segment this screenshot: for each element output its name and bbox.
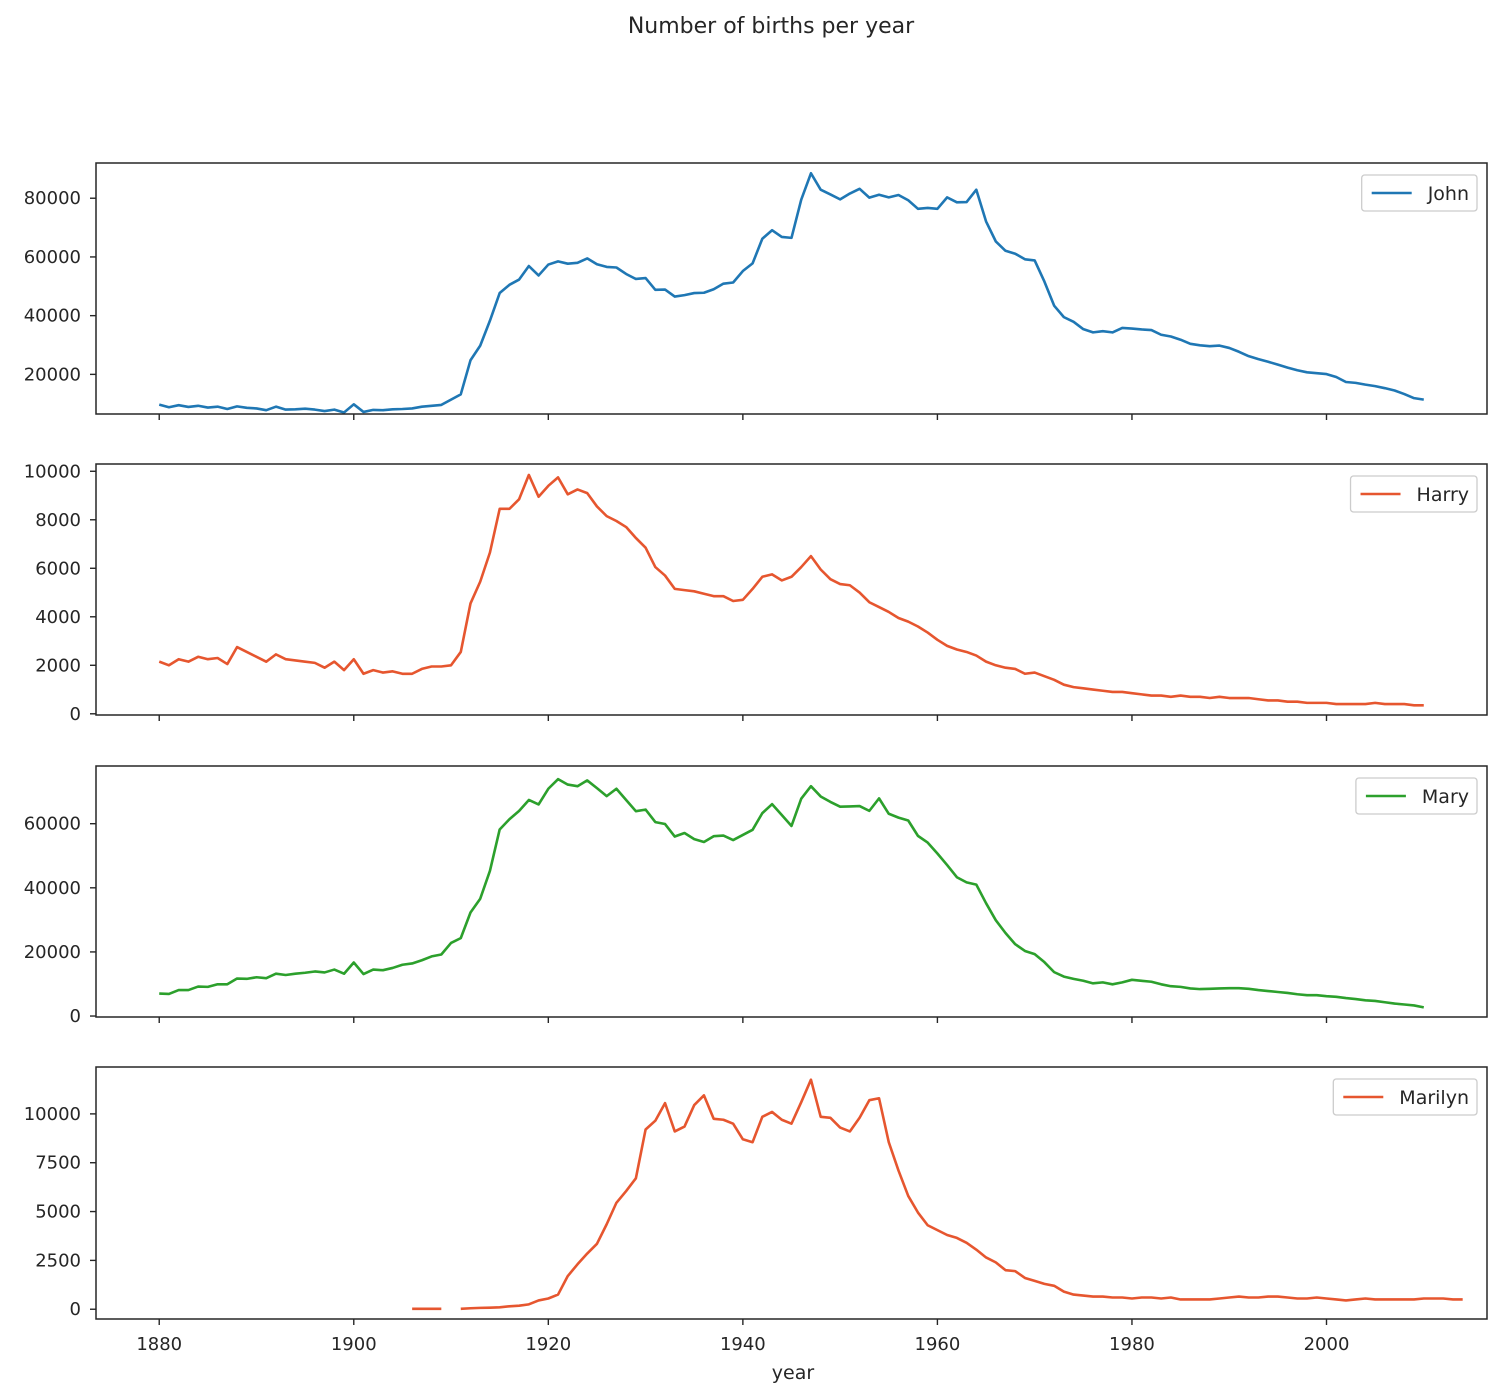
x-tick-label: 1900	[331, 1334, 377, 1355]
legend-mary: Mary	[1355, 777, 1478, 815]
axes-frame	[95, 1066, 1488, 1320]
legend-harry: Harry	[1349, 475, 1478, 513]
x-tick-label: 1960	[915, 1334, 961, 1355]
legend-label: John	[1427, 183, 1469, 205]
x-tick-label: 1980	[1109, 1334, 1155, 1355]
legend-box	[1349, 475, 1478, 513]
figure-title: Number of births per year	[628, 14, 915, 39]
x-tick-label: 2000	[1304, 1334, 1350, 1355]
subplot-john: 20000 40000 60000 80000 John	[24, 162, 1488, 420]
y-tick-label: 40000	[24, 878, 81, 899]
x-tick-label: 1940	[720, 1334, 766, 1355]
legend-label: Marilyn	[1399, 1087, 1469, 1109]
y-tick-label: 80000	[24, 188, 81, 209]
subplot-harry: 0 2000 4000 6000 8000 10000 Harry	[24, 461, 1488, 725]
legend-box	[1332, 1078, 1478, 1116]
y-tick-label: 8000	[35, 510, 81, 531]
legend-box	[1361, 174, 1478, 212]
series-line-marilyn	[412, 1078, 1463, 1311]
x-tick-label: 1920	[525, 1334, 571, 1355]
y-tick-label: 60000	[24, 247, 81, 268]
legend-john: John	[1361, 174, 1478, 212]
y-tick-label: 6000	[35, 558, 81, 579]
legend-marilyn: Marilyn	[1332, 1078, 1478, 1116]
series-line-mary	[159, 777, 1425, 1009]
y-tick-label: 20000	[24, 942, 81, 963]
y-tick-label: 0	[70, 1006, 81, 1027]
subplot-marilyn: 0 2500 5000 7500 10000 1880 1900 1920 1940 1960 19…	[24, 1066, 1488, 1355]
y-tick-label: 0	[70, 1299, 81, 1320]
y-tick-label: 4000	[35, 607, 81, 628]
subplot-mary: 0 20000 40000 60000 Mary	[24, 765, 1488, 1027]
legend-box	[1355, 777, 1478, 815]
legend-label: Mary	[1422, 786, 1469, 808]
y-tick-label: 2500	[35, 1250, 81, 1271]
series-line-john	[158, 171, 1424, 414]
y-tick-label: 10000	[24, 1104, 81, 1125]
x-tick-label: 1880	[136, 1334, 182, 1355]
axes-frame	[95, 765, 1488, 1018]
y-tick-label: 20000	[24, 364, 81, 385]
y-tick-label: 5000	[35, 1202, 81, 1223]
legend-label: Harry	[1417, 484, 1469, 506]
y-tick-label: 10000	[24, 461, 81, 482]
x-axis-label: year	[772, 1362, 815, 1384]
y-tick-label: 2000	[35, 655, 81, 676]
y-tick-label: 60000	[24, 814, 81, 835]
y-tick-label: 0	[70, 704, 81, 725]
y-tick-label: 7500	[35, 1153, 81, 1174]
series-line-harry	[158, 473, 1424, 707]
axes-frame	[95, 162, 1488, 415]
axes-frame	[95, 463, 1488, 716]
y-tick-label: 40000	[24, 306, 81, 327]
